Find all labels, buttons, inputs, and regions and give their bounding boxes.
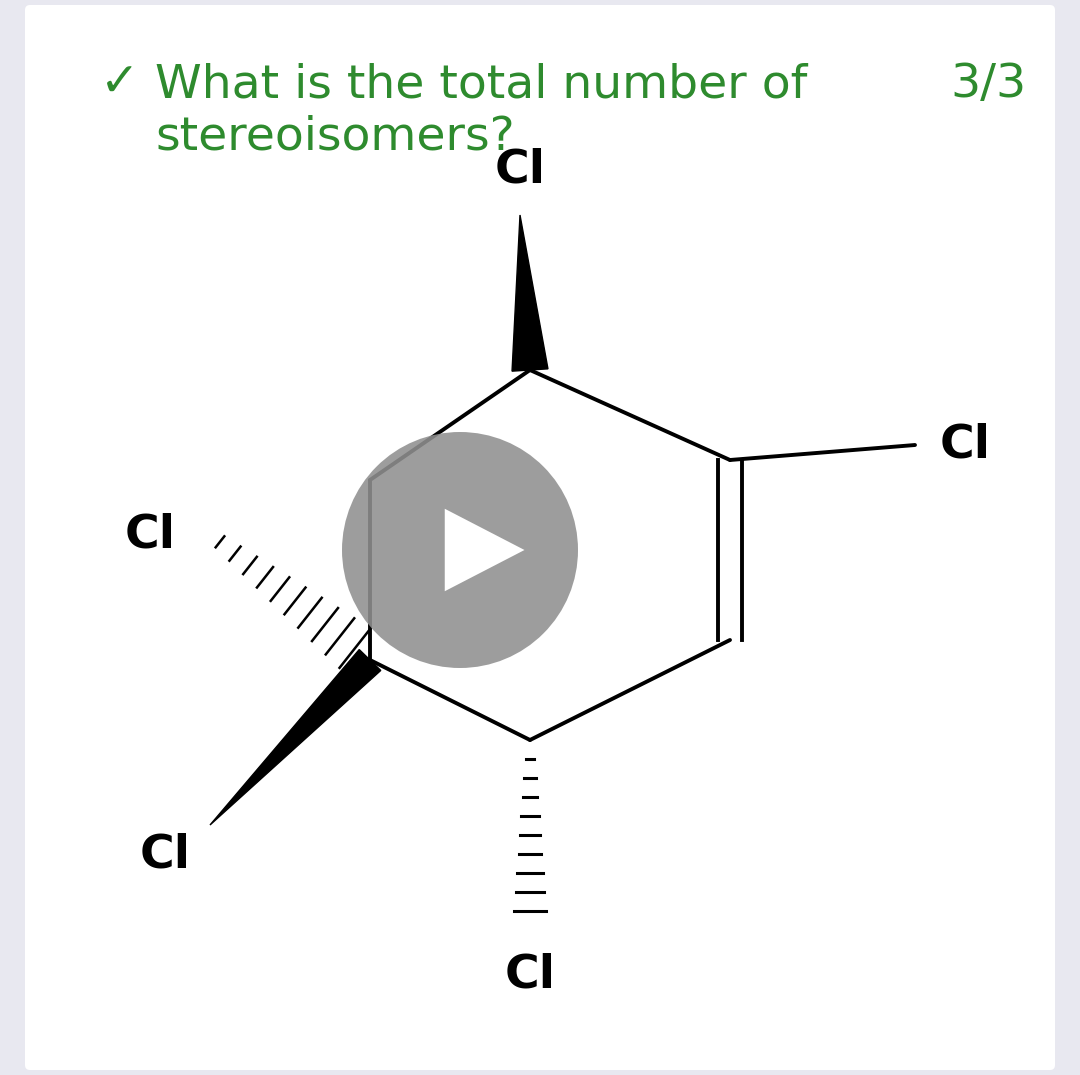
Text: stereoisomers?: stereoisomers? bbox=[156, 115, 515, 160]
Polygon shape bbox=[445, 508, 525, 591]
Text: Cl: Cl bbox=[124, 513, 175, 558]
Text: Cl: Cl bbox=[504, 952, 555, 998]
Text: Cl: Cl bbox=[495, 147, 545, 192]
Text: Cl: Cl bbox=[139, 832, 190, 877]
FancyBboxPatch shape bbox=[25, 5, 1055, 1070]
Circle shape bbox=[342, 432, 578, 668]
Polygon shape bbox=[210, 649, 381, 825]
Text: 3/3: 3/3 bbox=[950, 62, 1026, 108]
Polygon shape bbox=[512, 215, 548, 371]
Text: ✓: ✓ bbox=[100, 62, 139, 108]
Text: What is the total number of: What is the total number of bbox=[156, 62, 807, 108]
Text: Cl: Cl bbox=[940, 422, 990, 468]
